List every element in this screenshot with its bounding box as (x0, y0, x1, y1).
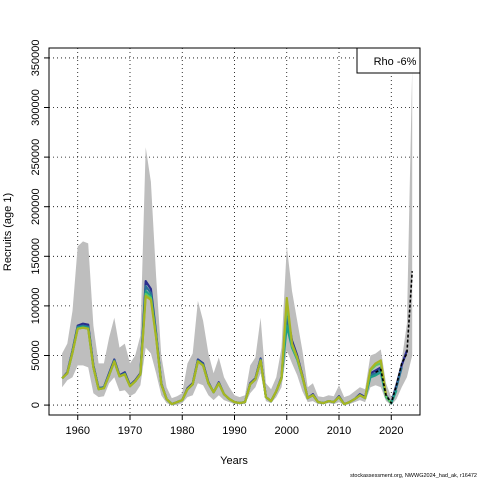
x-tick-label-1980: 1980 (170, 425, 194, 437)
y-tick-label-350000: 350000 (30, 40, 42, 77)
x-tick-label-1960: 1960 (65, 425, 89, 437)
y-tick-label-50000: 50000 (30, 340, 42, 371)
series-layer (61, 271, 413, 406)
confidence-band-layer (62, 67, 413, 406)
x-axis: 1960 1970 1980 1990 2000 2010 2020 (65, 415, 404, 437)
legend: Rho -6% (356, 47, 421, 74)
y-axis-title: Recruits (age 1) (2, 193, 14, 271)
y-tick-label-200000: 200000 (30, 188, 42, 225)
y-tick-label-100000: 100000 (30, 288, 42, 325)
confidence-band (62, 67, 413, 406)
series-line-5 (61, 294, 388, 406)
y-tick-label-0: 0 (30, 402, 42, 408)
footer-text: stockassessment.org, NWWG2024_had_ak, r1… (350, 473, 477, 479)
y-axis: 0 50000 100000 150000 200000 250000 300000 3500… (30, 40, 49, 408)
y-tick-label-150000: 150000 (30, 238, 42, 275)
legend-text: Rho -6% (374, 56, 417, 68)
series-line-6 (375, 271, 413, 404)
x-tick-label-1970: 1970 (118, 425, 142, 437)
x-axis-title: Years (220, 455, 248, 467)
x-tick-label-2000: 2000 (275, 425, 299, 437)
x-tick-label-1990: 1990 (222, 425, 246, 437)
x-tick-label-2010: 2010 (327, 425, 351, 437)
y-tick-label-250000: 250000 (30, 139, 42, 176)
legend-box (356, 47, 421, 74)
x-tick-label-2020: 2020 (379, 425, 403, 437)
y-tick-label-300000: 300000 (30, 89, 42, 126)
